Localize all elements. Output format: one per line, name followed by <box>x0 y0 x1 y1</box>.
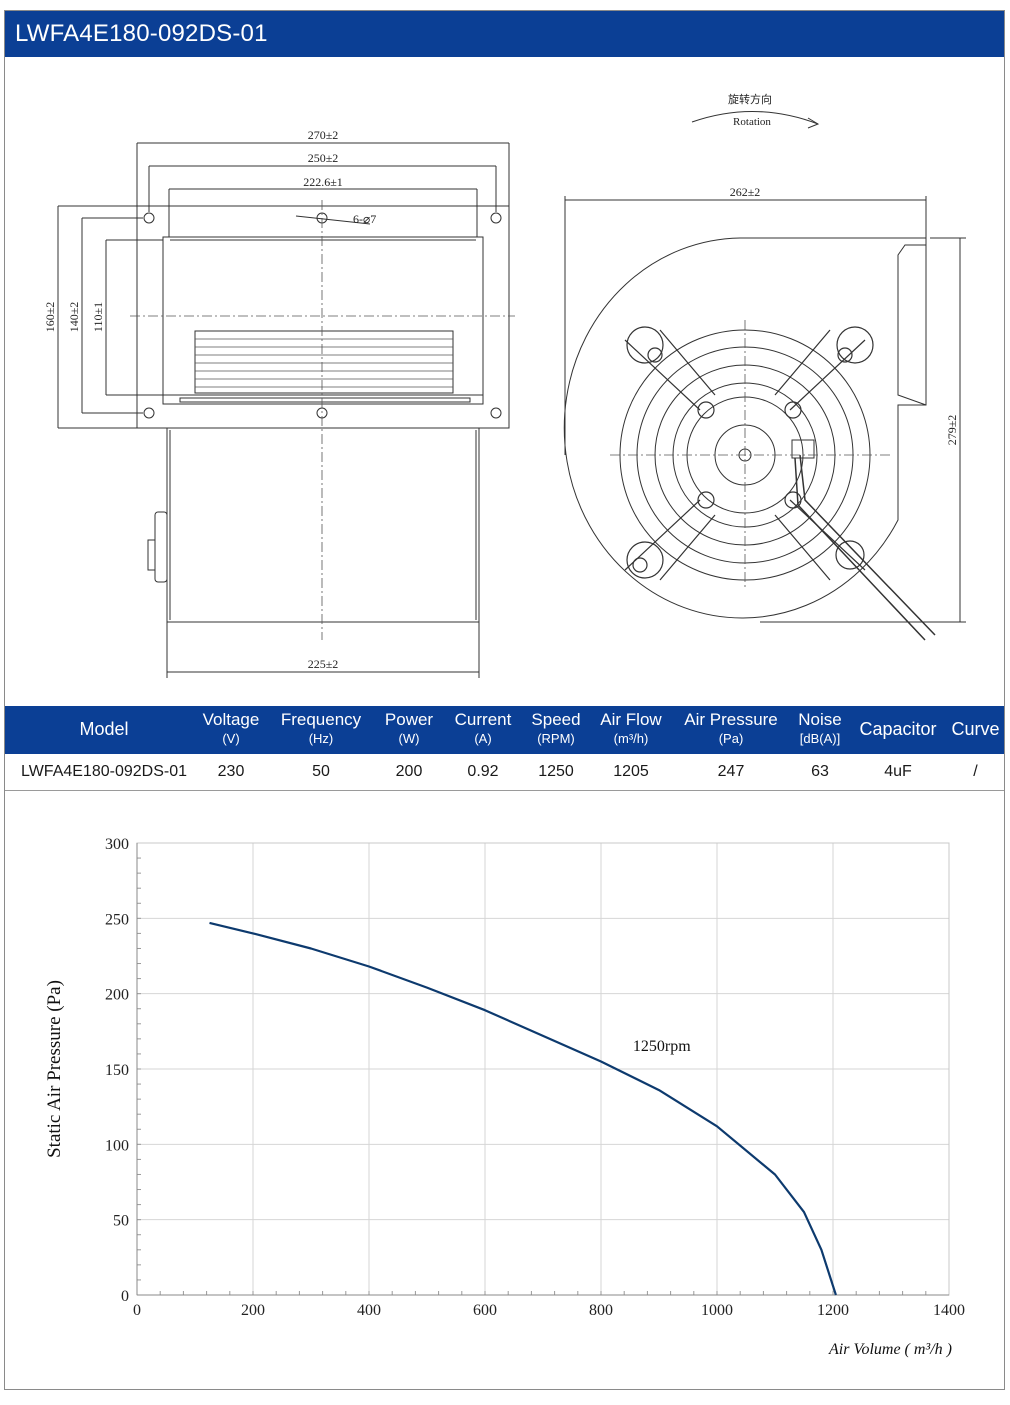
dim-225-label: 225±2 <box>308 657 339 671</box>
cell-speed: 1250 <box>538 763 574 780</box>
title-bar: LWFA4E180-092DS-01 <box>5 11 1004 57</box>
cell-current: 0.92 <box>467 763 499 780</box>
dim-holes-label: 6-⌀7 <box>353 212 376 226</box>
cell-curve: / <box>973 763 978 780</box>
dim-279-label: 279±2 <box>945 415 959 446</box>
header-capacitor: Capacitor <box>859 719 937 739</box>
cell-air-pressure: 247 <box>717 763 745 780</box>
header-voltage: Voltage (V) <box>202 710 260 747</box>
y-tick-label: 0 <box>121 1288 129 1305</box>
x-tick-labels: 0 200 400 600 800 1000 1200 1400 <box>133 1302 965 1319</box>
cell-air-flow: 1205 <box>613 763 649 780</box>
cell-capacitor: 4uF <box>884 763 912 780</box>
y-tick-label: 150 <box>105 1062 129 1079</box>
page-frame <box>4 10 1005 1390</box>
volute-housing <box>563 237 927 619</box>
header-air-flow: Air Flow (m³/h) <box>600 710 662 747</box>
header-frequency: Frequency (Hz) <box>280 710 362 747</box>
dim-140-label: 140±2 <box>67 302 81 333</box>
header-curve: Curve <box>951 719 1000 739</box>
y-tick-label: 200 <box>105 987 129 1004</box>
cell-model: LWFA4E180-092DS-01 <box>20 763 187 780</box>
x-tick-label: 200 <box>241 1302 265 1319</box>
dim-262-label: 262±2 <box>730 185 761 199</box>
series-line-1250rpm <box>209 921 837 1296</box>
cell-voltage: 230 <box>217 763 245 780</box>
y-tick-labels: 0 50 100 150 200 250 300 <box>105 836 129 1305</box>
header-current: Current (A) <box>454 710 512 747</box>
chart-grid <box>137 842 950 1295</box>
page-title: LWFA4E180-092DS-01 <box>15 20 268 47</box>
cell-noise: 63 <box>811 763 829 780</box>
spec-table-row: LWFA4E180-092DS-01 230 50 200 0.92 1250 … <box>5 754 1004 791</box>
chart-svg: 0 200 400 600 800 1000 1200 1400 0 50 100 150 200 25… <box>44 836 965 1358</box>
x-tick-label: 1000 <box>701 1302 733 1319</box>
y-tick-label: 100 <box>105 1137 129 1154</box>
header-power: Power (W) <box>384 710 434 747</box>
dim-110-label: 110±1 <box>91 302 105 332</box>
x-tick-label: 600 <box>473 1302 497 1319</box>
dim-222-label: 222.6±1 <box>303 175 343 189</box>
x-tick-label: 400 <box>357 1302 381 1319</box>
cell-power: 200 <box>395 763 423 780</box>
series-annotation: 1250rpm <box>633 1038 691 1055</box>
x-tick-label: 800 <box>589 1302 613 1319</box>
cell-frequency: 50 <box>312 763 330 780</box>
rotation-cn-label: 旋转方向 <box>728 92 772 106</box>
mounting-arms <box>624 326 874 581</box>
header-noise: Noise [dB(A)] <box>798 710 842 747</box>
header-model: Model <box>79 719 129 739</box>
motor-body <box>166 427 480 623</box>
dim-270-label: 270±2 <box>308 128 339 142</box>
performance-chart: 0 200 400 600 800 1000 1200 1400 0 50 100 150 200 25… <box>5 792 1004 1390</box>
x-tick-label: 1400 <box>933 1302 965 1319</box>
power-cable <box>799 454 936 636</box>
spec-table-header: Model Voltage (V) Frequency (Hz) Power (W) … <box>5 706 1004 754</box>
rotation-en-label: Rotation <box>733 116 771 128</box>
y-axis-label: Static Air Pressure (Pa) <box>44 980 65 1158</box>
dim-250-label: 250±2 <box>308 151 339 165</box>
x-tick-label: 0 <box>133 1302 141 1319</box>
dim-160-label: 160±2 <box>43 302 57 333</box>
outlet-grille <box>194 330 454 394</box>
y-tick-label: 300 <box>105 836 129 853</box>
y-tick-label: 50 <box>113 1213 129 1230</box>
rotation-arrow <box>691 111 819 125</box>
header-air-pressure: Air Pressure (Pa) <box>684 710 778 747</box>
technical-drawing: 270±2 250±2 222.6±1 6-⌀7 160±2 140±2 110… <box>43 92 966 678</box>
header-speed: Speed (RPM) <box>531 710 581 747</box>
x-axis-label: Air Volume ( m³/h ) <box>828 1341 952 1358</box>
x-tick-label: 1200 <box>817 1302 849 1319</box>
y-tick-label: 250 <box>105 911 129 928</box>
